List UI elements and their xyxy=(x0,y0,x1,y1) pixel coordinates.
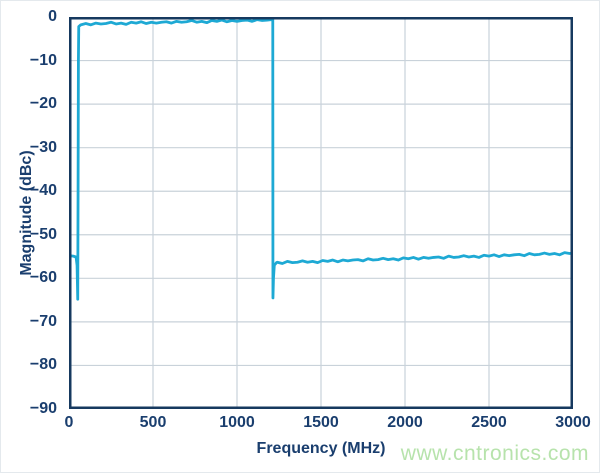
x-tick-label: 1500 xyxy=(303,414,339,431)
y-tick-label: −70 xyxy=(29,312,57,330)
y-tick-label: −80 xyxy=(29,356,57,374)
y-axis-title: Magnitude (dBc) xyxy=(18,150,35,276)
x-axis-title: Frequency (MHz) xyxy=(256,440,386,457)
y-tick-label: −10 xyxy=(29,51,57,69)
y-tick-label: −90 xyxy=(29,400,57,417)
y-tick-label: 0 xyxy=(48,8,57,25)
y-tick-label: −40 xyxy=(29,182,57,200)
y-tick-label: −30 xyxy=(29,138,57,156)
plot-area xyxy=(69,17,573,409)
x-tick-label: 0 xyxy=(64,414,74,431)
x-tick-label: 1000 xyxy=(219,414,255,431)
spectrum-trace xyxy=(69,18,573,301)
x-tick-label: 500 xyxy=(139,414,167,431)
plot-border xyxy=(69,17,573,409)
y-tick-label: −20 xyxy=(29,95,57,113)
y-tick-label: −60 xyxy=(29,269,57,287)
x-tick-label: 3000 xyxy=(555,414,591,431)
x-tick-label: 2500 xyxy=(471,414,507,431)
y-tick-label: −50 xyxy=(29,225,57,243)
watermark-text: www.cntronics.com xyxy=(400,442,589,465)
x-tick-label: 2000 xyxy=(387,414,423,431)
